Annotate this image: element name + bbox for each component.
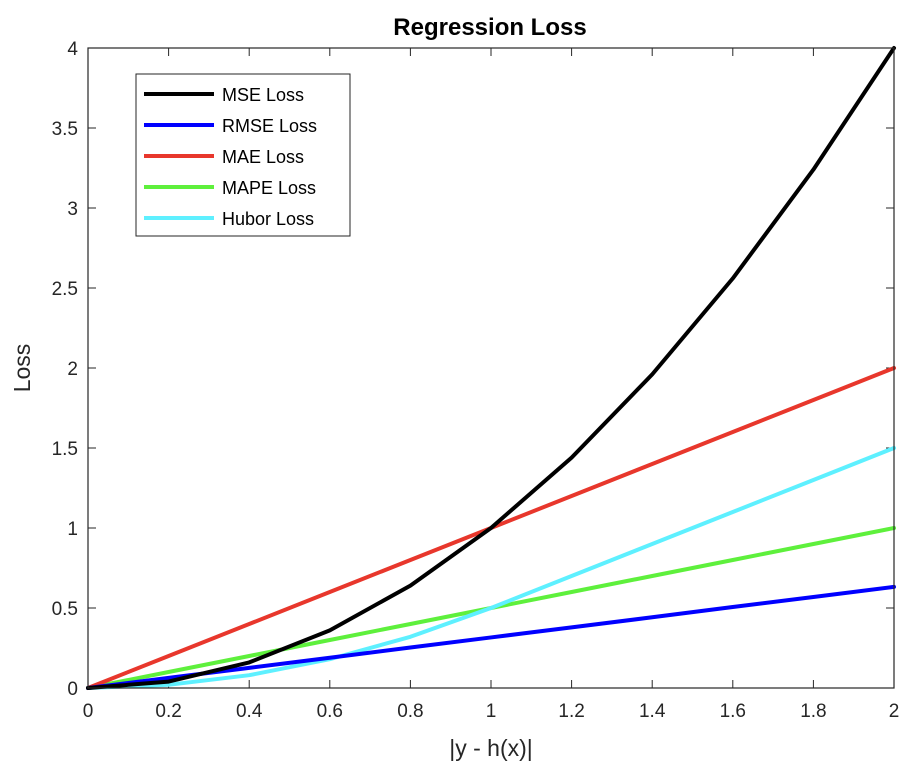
legend-label: MAE Loss xyxy=(222,147,304,167)
series-line-rmse-loss xyxy=(86,584,896,690)
y-tick-label: 1.5 xyxy=(52,439,78,460)
series-line-mse-loss xyxy=(86,46,896,690)
x-tick-label: 0.8 xyxy=(397,701,423,722)
axis-ticks: 0 0.2 0.4 0.6 0.8 1 1.2 1.4 1.6 1.8 2 0 0.5 1 1.5 2 2.5 3… xyxy=(52,39,900,722)
y-tick-label: 3.5 xyxy=(52,119,78,140)
x-tick-label: 1.4 xyxy=(639,701,666,722)
y-tick-label: 2 xyxy=(67,359,78,380)
x-tick-label: 1.6 xyxy=(720,701,746,722)
x-tick-label: 2 xyxy=(889,701,900,722)
x-tick-label: 0.4 xyxy=(236,701,263,722)
y-tick-label: 0.5 xyxy=(52,599,78,620)
series-line-hubor-loss xyxy=(86,446,896,690)
legend-label: Hubor Loss xyxy=(222,209,314,229)
x-tick-label: 0.6 xyxy=(317,701,343,722)
x-tick-label: 1.2 xyxy=(558,701,584,722)
series-lines xyxy=(86,46,896,690)
plot-frame xyxy=(87,47,895,689)
legend-label: MSE Loss xyxy=(222,85,304,105)
y-tick-label: 1 xyxy=(67,519,78,540)
legend-label: MAPE Loss xyxy=(222,178,316,198)
legend: MSE Loss RMSE Loss MAE Loss MAPE Loss Hubor … xyxy=(135,73,351,237)
chart-title: Regression Loss xyxy=(393,14,586,41)
y-axis-label: Loss xyxy=(9,344,35,393)
x-tick-label: 0.2 xyxy=(155,701,181,722)
y-tick-label: 0 xyxy=(67,679,78,700)
x-tick-label: 1.8 xyxy=(800,701,826,722)
y-tick-label: 2.5 xyxy=(52,279,78,300)
y-tick-label: 3 xyxy=(67,199,78,220)
legend-label: RMSE Loss xyxy=(222,116,317,136)
x-axis-label: |y - h(x)| xyxy=(449,735,533,761)
x-tick-label: 1 xyxy=(486,701,497,722)
x-tick-label: 0 xyxy=(83,701,94,722)
y-tick-label: 4 xyxy=(67,39,78,60)
